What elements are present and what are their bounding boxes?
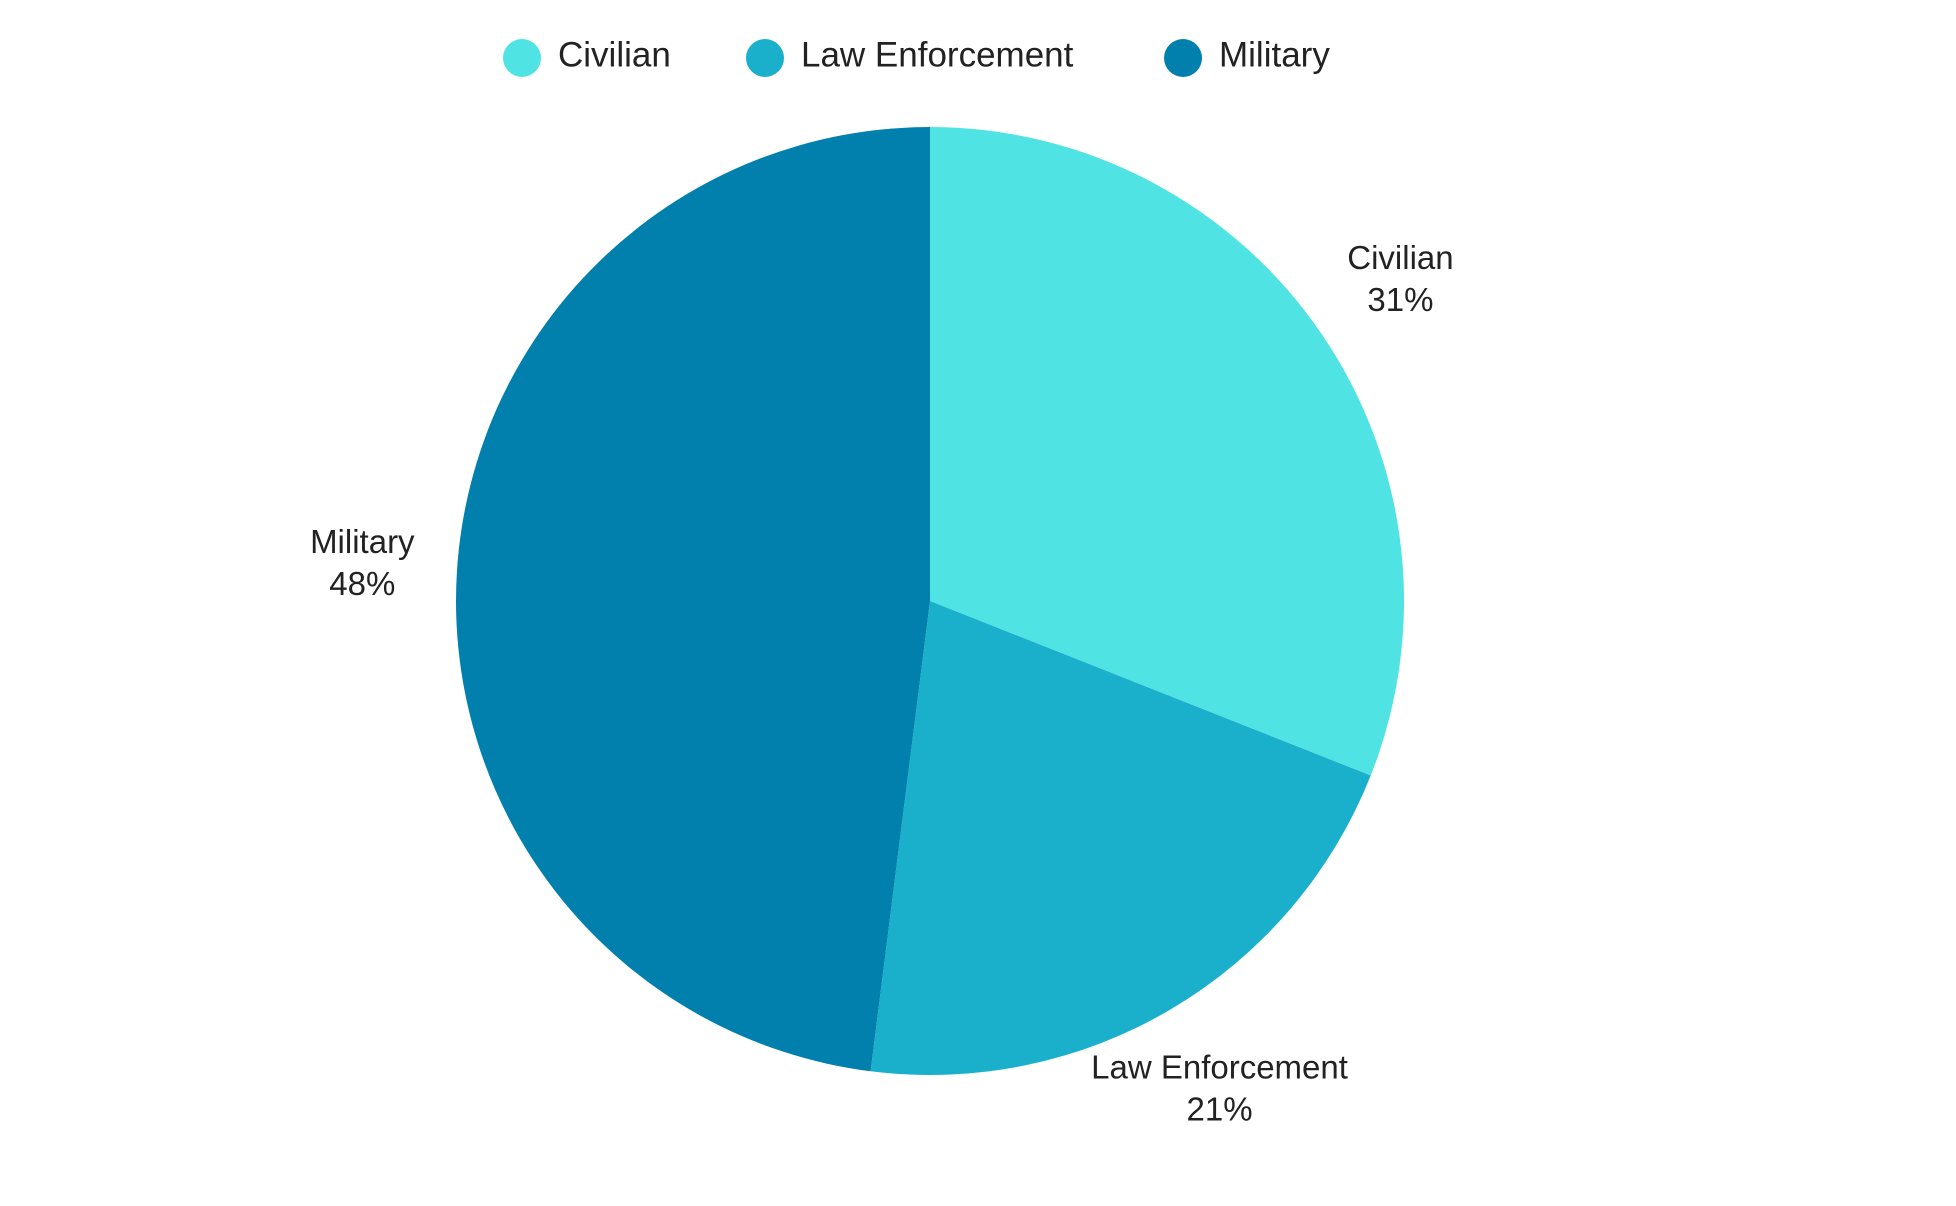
slice-value-label: 48% (329, 565, 395, 602)
legend-label: Law Enforcement (801, 35, 1074, 74)
legend-marker (1164, 39, 1202, 77)
legend-label: Civilian (558, 35, 671, 74)
legend-marker (746, 39, 784, 77)
slice-category-label: Military (310, 523, 415, 560)
slice-value-label: 21% (1187, 1090, 1253, 1127)
pie-slice (456, 127, 930, 1072)
legend-label: Military (1219, 35, 1330, 74)
legend-marker (503, 39, 541, 77)
slice-value-label: 31% (1367, 281, 1433, 318)
slice-category-label: Law Enforcement (1091, 1048, 1348, 1085)
pie-slice (930, 127, 1405, 776)
slice-category-label: Civilian (1347, 239, 1453, 276)
pie-slice (870, 601, 1371, 1075)
